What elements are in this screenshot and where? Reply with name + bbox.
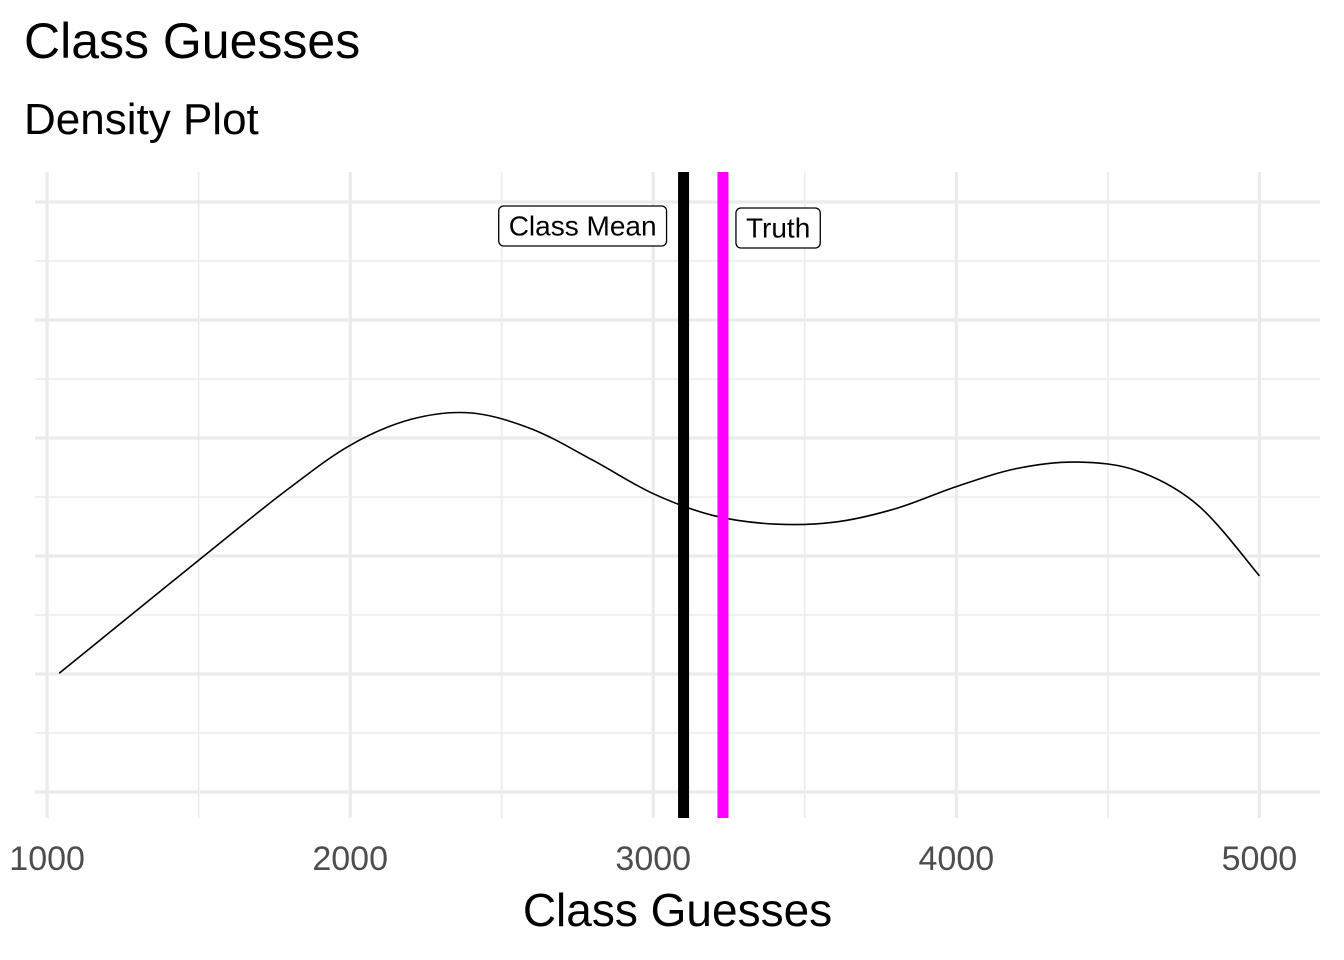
class-mean-label-box xyxy=(498,205,668,247)
truth-label: Truth xyxy=(735,207,821,249)
class-mean-label-text: Class Mean xyxy=(509,211,657,242)
x-tick-label: 4000 xyxy=(919,840,995,878)
x-tick-label: 3000 xyxy=(615,840,691,878)
x-tick-label: 2000 xyxy=(312,840,388,878)
class-mean-label: Class Mean xyxy=(498,205,668,247)
grid-lines xyxy=(35,172,1320,818)
x-tick-label: 1000 xyxy=(9,840,85,878)
density-curve xyxy=(58,411,1261,674)
chart-subtitle: Density Plot xyxy=(24,95,259,144)
reference-lines xyxy=(678,172,729,818)
x-tick-label: 5000 xyxy=(1222,840,1298,878)
density-curve-group xyxy=(58,411,1261,674)
chart-title: Class Guesses xyxy=(24,13,361,69)
truth-label-box xyxy=(735,207,821,249)
reference-labels: Class Mean Truth xyxy=(498,205,821,249)
x-axis-ticks: 1000 2000 3000 4000 5000 xyxy=(9,840,1297,878)
truth-label-text: Truth xyxy=(746,213,810,244)
x-axis-title: Class Guesses xyxy=(523,884,832,936)
